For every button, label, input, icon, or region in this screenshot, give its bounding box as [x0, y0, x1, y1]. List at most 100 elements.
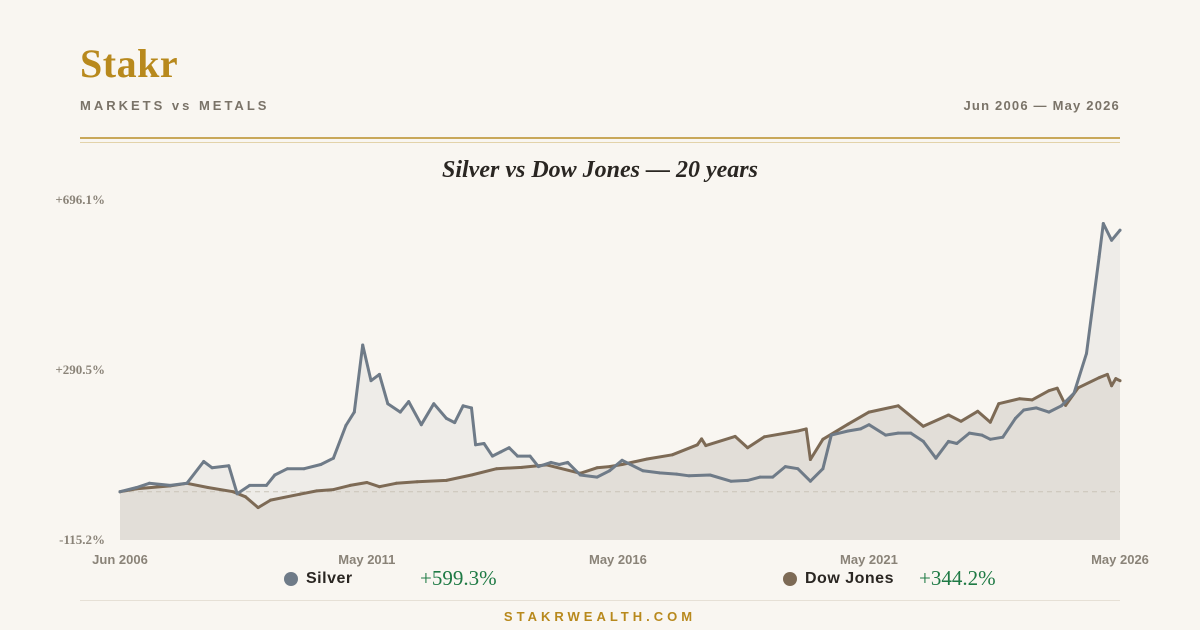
data-point-dow-jones: [348, 483, 352, 487]
data-point-silver: [947, 439, 950, 443]
legend-change-silver: +599.3%: [420, 566, 497, 590]
data-point-dow-jones: [704, 444, 708, 448]
data-point-silver: [1118, 228, 1122, 232]
data-point-dow-jones: [315, 489, 319, 493]
data-point-silver: [507, 446, 511, 450]
data-point-silver: [1072, 391, 1076, 395]
data-point-silver: [118, 490, 122, 494]
data-point-silver: [771, 475, 775, 479]
legend-swatch-dow: [783, 572, 797, 586]
data-point-dow-jones: [1030, 398, 1034, 402]
footer-site: STAKRWEALTH.COM: [503, 609, 697, 624]
data-point-dow-jones: [394, 481, 398, 485]
data-point-silver: [909, 431, 913, 435]
legend-item-silver: Silver: [284, 568, 353, 590]
data-point-silver: [578, 473, 582, 477]
data-point-silver: [821, 467, 825, 471]
data-point-silver: [867, 423, 871, 427]
data-point-silver: [474, 443, 478, 447]
legend-swatch-silver: [284, 572, 298, 586]
data-point-silver: [967, 431, 971, 435]
data-point-dow-jones: [846, 422, 850, 426]
data-point-silver: [302, 467, 306, 471]
data-point-silver: [248, 483, 252, 487]
data-point-silver: [331, 456, 335, 460]
data-point-dow-jones: [700, 437, 704, 441]
data-point-silver: [808, 479, 812, 483]
data-point-silver: [264, 483, 268, 487]
data-point-silver: [419, 423, 423, 427]
data-point-silver: [796, 467, 800, 471]
data-point-silver: [202, 460, 206, 463]
data-point-silver: [210, 466, 214, 470]
data-point-silver: [1097, 255, 1101, 259]
data-point-silver: [185, 481, 189, 485]
data-point-dow-jones: [620, 463, 624, 466]
data-point-silver: [285, 467, 289, 471]
data-point-silver: [273, 473, 277, 477]
data-point-silver: [988, 437, 992, 441]
data-point-silver: [1022, 408, 1026, 412]
data-point-dow-jones: [733, 434, 737, 438]
data-point-dow-jones: [608, 465, 611, 469]
data-point-dow-jones: [1110, 384, 1114, 388]
data-point-silver: [1013, 416, 1017, 420]
data-point-silver: [135, 486, 139, 489]
data-point-dow-jones: [959, 419, 963, 423]
data-point-silver: [783, 465, 787, 469]
header-divider-thin: [80, 142, 1120, 143]
data-point-dow-jones: [1118, 379, 1122, 383]
data-point-silver: [846, 429, 850, 433]
data-point-dow-jones: [997, 402, 1001, 406]
data-point-silver: [675, 472, 678, 476]
data-point-silver: [147, 481, 151, 485]
data-point-dow-jones: [804, 427, 808, 431]
data-point-dow-jones: [1047, 389, 1051, 393]
data-point-silver: [980, 433, 984, 437]
legend-label-dow: Dow Jones: [805, 570, 894, 587]
data-point-dow-jones: [206, 486, 210, 489]
data-point-silver: [235, 492, 239, 496]
data-point-dow-jones: [746, 446, 750, 450]
data-point-silver: [352, 410, 356, 414]
data-point-silver: [687, 474, 691, 478]
data-point-dow-jones: [1055, 386, 1059, 390]
y-tick-label: +696.1%: [55, 192, 105, 207]
data-point-dow-jones: [670, 453, 674, 457]
data-point-silver: [1047, 410, 1051, 414]
data-point-silver: [377, 372, 381, 376]
data-point-silver: [1001, 435, 1005, 439]
data-point-silver: [490, 454, 494, 458]
data-point-dow-jones: [976, 409, 980, 413]
data-point-silver: [829, 433, 833, 437]
data-point-silver: [482, 442, 486, 445]
data-point-silver: [536, 465, 540, 469]
data-point-silver: [1085, 351, 1088, 355]
data-point-dow-jones: [1097, 376, 1101, 380]
chart-title: Silver vs Dow Jones — 20 years: [442, 157, 758, 183]
data-point-dow-jones: [808, 458, 812, 461]
data-point-silver: [461, 404, 465, 408]
x-tick-label: May 2021: [840, 552, 898, 567]
data-point-silver: [1101, 222, 1105, 225]
data-point-silver: [168, 483, 172, 487]
data-point-dow-jones: [645, 457, 649, 461]
data-point-dow-jones: [470, 473, 473, 477]
data-point-silver: [528, 454, 532, 458]
data-point-dow-jones: [377, 485, 381, 489]
x-tick-label: Jun 2006: [92, 552, 148, 567]
data-point-dow-jones: [331, 488, 335, 492]
data-point-silver: [758, 475, 762, 479]
data-point-silver: [595, 475, 599, 479]
y-tick-label: +290.5%: [55, 362, 105, 377]
data-point-silver: [386, 402, 390, 406]
data-point-silver: [227, 464, 231, 468]
data-point-silver: [470, 406, 473, 410]
data-point-silver: [319, 463, 323, 466]
data-point-dow-jones: [595, 466, 599, 470]
data-point-silver: [708, 473, 712, 477]
area-dow-jones: [120, 374, 1120, 540]
data-point-dow-jones: [520, 465, 524, 469]
data-point-dow-jones: [365, 481, 369, 484]
data-point-silver: [444, 416, 448, 420]
